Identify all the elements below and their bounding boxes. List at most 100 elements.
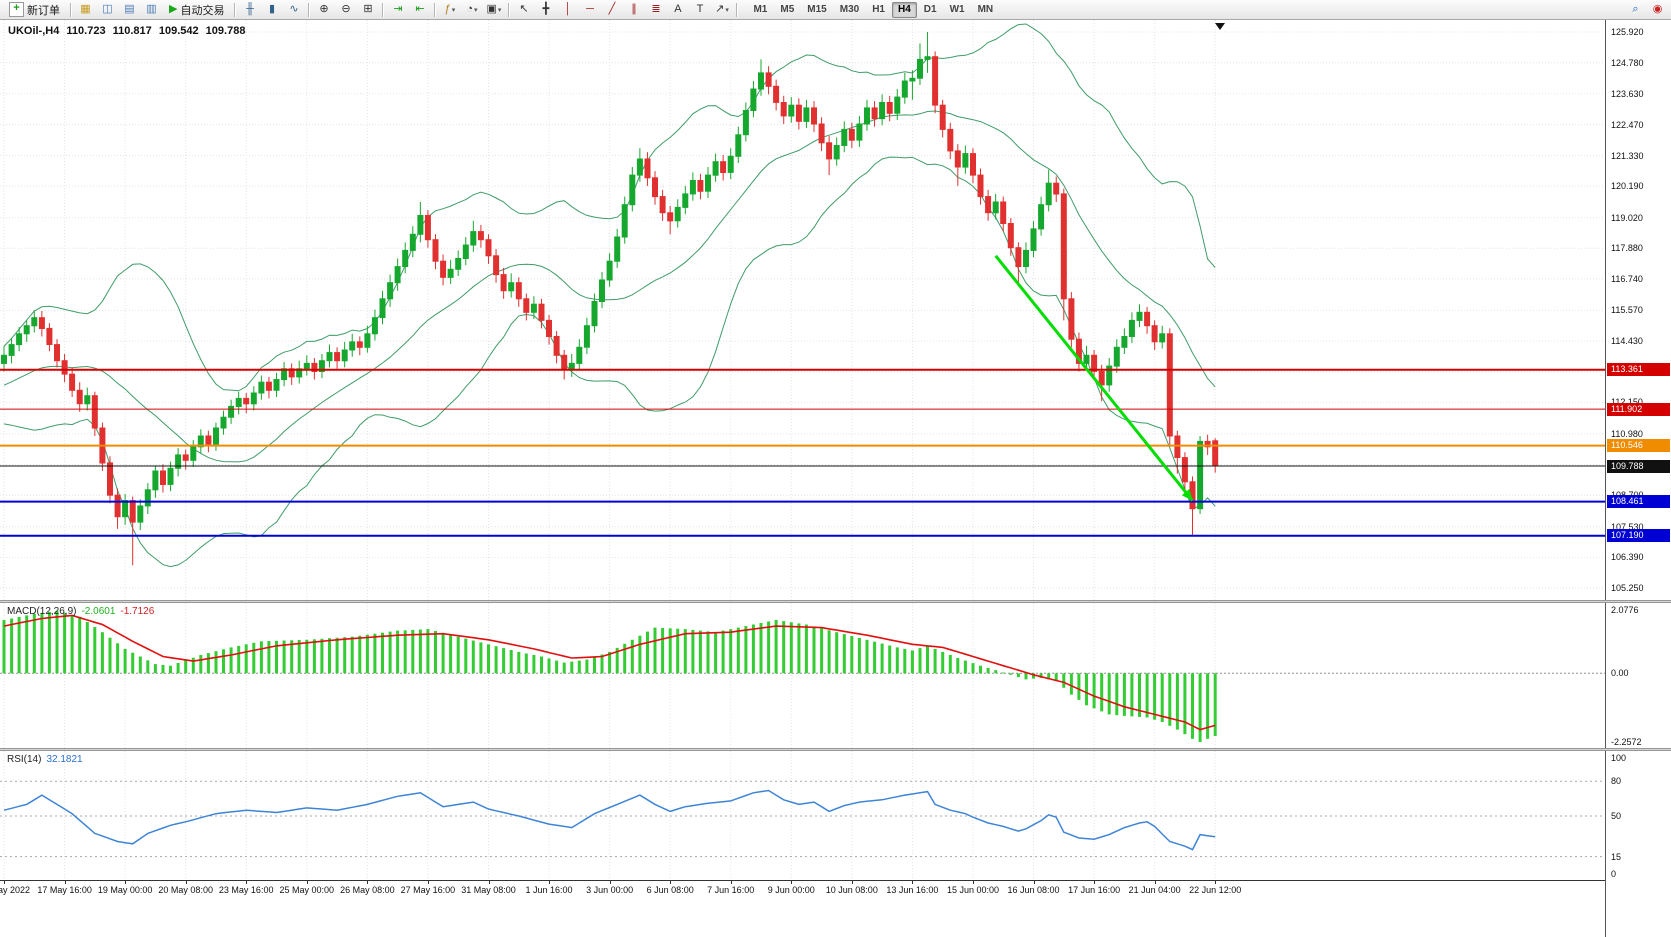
price-scale-label: 106.390 xyxy=(1611,552,1644,563)
time-axis-label: 17 Jun 16:00 xyxy=(1068,885,1121,895)
main-chart-panel[interactable] xyxy=(0,20,1605,600)
navigator-icon[interactable]: ▤ xyxy=(119,0,140,19)
crosshair-icon[interactable]: ╋ xyxy=(535,0,556,19)
zoom-out-icon[interactable]: ⊖ xyxy=(335,0,356,19)
timeframe-h1[interactable]: H1 xyxy=(872,3,885,15)
autotrading-button[interactable]: ▶ 自动交易 xyxy=(163,0,230,19)
ohlc-low: 109.542 xyxy=(158,25,199,37)
time-axis-label: 19 May 00:00 xyxy=(97,885,153,895)
equidistant-channel-icon: ∥ xyxy=(631,3,637,15)
bar-chart-type-icon[interactable]: ╫ xyxy=(239,0,260,19)
cursor-icon[interactable]: ↖ xyxy=(513,0,534,19)
line-chart-type-icon: ∿ xyxy=(289,3,299,15)
new-order-icon: + xyxy=(9,2,24,17)
timeframe-h4[interactable]: H4 xyxy=(891,1,917,18)
price-level-badge: 108.461 xyxy=(1607,495,1670,509)
templates-icon[interactable]: ▣ ▾ xyxy=(483,0,504,19)
equidistant-channel-icon[interactable]: ∥ xyxy=(623,0,644,19)
templates-icon: ▣ xyxy=(486,3,497,15)
price-scale-label: 121.330 xyxy=(1611,150,1644,161)
time-axis-label: 17 May 16:00 xyxy=(37,885,92,895)
price-level-badge: 107.190 xyxy=(1607,529,1670,543)
auto-scroll-icon[interactable]: ⇥ xyxy=(387,0,408,19)
text-icon[interactable]: A xyxy=(667,0,688,19)
time-axis[interactable]: 16 May 2022 17 May 16:00 19 May 00:00 20 Ma… xyxy=(0,881,1605,937)
timeframe-m30[interactable]: M30 xyxy=(839,3,860,15)
time-axis-tick xyxy=(125,881,127,884)
time-axis-label: 15 Jun 00:00 xyxy=(946,885,1000,895)
zoom-in-icon[interactable]: ⊕ xyxy=(313,0,334,19)
autotrading-button-label: 自动交易 xyxy=(180,4,225,17)
rsi-scale-label: 15 xyxy=(1611,851,1622,862)
price-scale-label: 110.980 xyxy=(1611,428,1643,439)
ohlc-open: 110.723 xyxy=(66,25,106,37)
price-scale-label: 107.530 xyxy=(1611,521,1644,532)
macd-value: -2.0601 xyxy=(81,606,116,617)
time-axis-tick xyxy=(427,881,429,884)
fibonacci-icon[interactable]: ≣ xyxy=(645,0,666,19)
timeframe-m5[interactable]: M5 xyxy=(780,3,795,15)
candlestick-chart-type-icon: ▮ xyxy=(268,3,275,15)
toolbar-separator xyxy=(234,2,236,17)
market-watch-icon[interactable]: ▦ xyxy=(75,0,96,19)
periods-icon[interactable]: ◔ ▾ xyxy=(461,0,482,19)
time-axis-label: 25 May 00:00 xyxy=(279,885,335,895)
price-scale-label: 105.250 xyxy=(1611,583,1644,593)
macd-panel[interactable] xyxy=(0,603,1605,748)
search-icon[interactable]: ⌕ xyxy=(1625,0,1646,19)
time-axis-label: 6 Jun 08:00 xyxy=(646,885,694,895)
indicators-icon[interactable]: ƒ ▾ xyxy=(439,0,460,19)
tile-windows-icon[interactable]: ⊞ xyxy=(357,0,378,19)
horizontal-line-icon: ─ xyxy=(586,3,594,15)
price-scale-label: 117.880 xyxy=(1611,243,1643,254)
indicators-icon: ƒ xyxy=(444,3,451,15)
toolbar-separator xyxy=(736,2,738,17)
rsi-panel[interactable] xyxy=(0,751,1605,880)
arrows-icon: ↗ xyxy=(715,3,725,15)
time-axis-label: 7 Jun 16:00 xyxy=(707,885,755,895)
panel-splitter-macd-rsi[interactable] xyxy=(0,748,1671,751)
trendline-icon[interactable]: ╱ xyxy=(601,0,622,19)
vertical-line-icon[interactable]: │ xyxy=(557,0,578,19)
time-axis-label: 1 Jun 16:00 xyxy=(525,885,573,895)
ohlc-close: 109.788 xyxy=(205,25,246,37)
time-axis-tick xyxy=(64,881,66,884)
time-axis-tick xyxy=(488,881,490,884)
terminal-icon[interactable]: ▥ xyxy=(141,0,162,19)
line-chart-type-icon[interactable]: ∿ xyxy=(283,0,304,19)
panel-splitter-main-macd[interactable] xyxy=(0,600,1671,603)
timeframe-m1[interactable]: M1 xyxy=(753,3,768,15)
time-axis-tick xyxy=(1033,881,1035,884)
candlestick-chart-type-icon[interactable]: ▮ xyxy=(261,0,282,19)
chart-shift-icon[interactable]: ⇤ xyxy=(409,0,430,19)
rsi-scale-label: 80 xyxy=(1611,776,1622,787)
timeframe-mn[interactable]: MN xyxy=(977,3,994,15)
time-axis-label: 31 May 08:00 xyxy=(461,885,516,895)
time-axis-tick xyxy=(973,881,974,884)
time-axis-label: 27 May 16:00 xyxy=(400,885,456,895)
alerts-icon[interactable]: ◉ xyxy=(1647,0,1668,19)
arrows-icon[interactable]: ↗ ▾ xyxy=(711,0,732,19)
search-icon: ⌕ xyxy=(1632,3,1639,15)
new-order-button[interactable]: + 新订单 xyxy=(3,0,66,19)
current-price-badge: 109.788 xyxy=(1607,459,1670,473)
time-axis-tick xyxy=(4,881,5,884)
timeframe-d1[interactable]: D1 xyxy=(923,3,937,15)
timeframe-group: M1 M5 M15 M30 H1 H4 D1 W1 MN xyxy=(747,1,999,18)
price-scale-label: 125.920 xyxy=(1611,27,1644,37)
price-scale[interactable]: 125.920 124.780 123.630 122.470 121.330 120.1… xyxy=(1605,20,1671,937)
macd-name: MACD(12,26,9) xyxy=(7,606,77,617)
time-axis-label: 20 May 08:00 xyxy=(158,885,213,895)
timeframe-w1[interactable]: W1 xyxy=(949,3,965,15)
data-window-icon[interactable]: ◫ xyxy=(97,0,118,19)
tile-windows-icon: ⊞ xyxy=(363,3,373,15)
rsi-indicator-label: RSI(14) 32.1821 xyxy=(7,754,88,765)
text-label-icon[interactable]: T xyxy=(689,0,710,19)
time-axis-tick xyxy=(609,881,611,884)
alerts-icon: ◉ xyxy=(1652,3,1663,15)
horizontal-line-icon[interactable]: ─ xyxy=(579,0,600,19)
time-axis-line xyxy=(0,880,1605,881)
timeframe-m15[interactable]: M15 xyxy=(807,3,827,15)
new-order-button-label: 新订单 xyxy=(27,4,60,17)
